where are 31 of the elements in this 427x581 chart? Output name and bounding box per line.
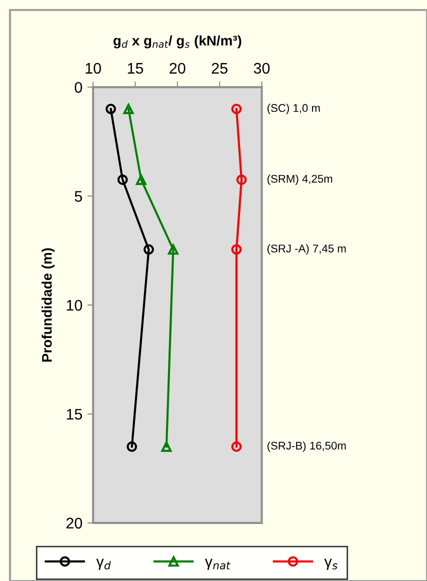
point xyxy=(144,244,154,255)
point xyxy=(126,441,138,452)
y-tick-label: 20 xyxy=(66,518,82,529)
text: (SRJ -A) 7,45 m xyxy=(268,244,346,255)
y-tick-label: 0 xyxy=(74,82,82,93)
y-tick-label: 10 xyxy=(66,300,82,311)
legend-label: γ$_{s}$ xyxy=(324,558,338,570)
x-tick-label: 10 xyxy=(86,62,101,74)
point xyxy=(136,174,146,185)
x-tick-label: 20 xyxy=(170,62,186,74)
point xyxy=(236,174,247,185)
point xyxy=(106,104,116,114)
point xyxy=(161,441,172,452)
x-tick-label: 30 xyxy=(254,62,270,74)
chart-title: g$_{d}$ x g$_{nat}$/ g$_{s}$ (kN/m³) xyxy=(113,35,242,48)
point xyxy=(117,174,128,185)
y-tick-label: 5 xyxy=(74,191,82,202)
point xyxy=(168,244,178,255)
text: (SRJ-B) 16,50m xyxy=(268,441,346,452)
text: (SC) 1,0 m xyxy=(268,104,320,114)
point xyxy=(231,441,242,452)
point xyxy=(231,104,242,114)
x-tick-label: 15 xyxy=(128,63,144,74)
point xyxy=(123,104,134,114)
legend-label: γ$_{d}$ xyxy=(96,558,111,570)
text: (SRM) 4,25m xyxy=(268,174,332,185)
y-tick-label: 15 xyxy=(66,408,82,420)
legend-label: γ$_{nat}$ xyxy=(204,558,231,570)
x-tick-label: 25 xyxy=(212,62,228,74)
point xyxy=(231,244,242,255)
y-axis-title: Profundidade (m) xyxy=(42,248,55,362)
